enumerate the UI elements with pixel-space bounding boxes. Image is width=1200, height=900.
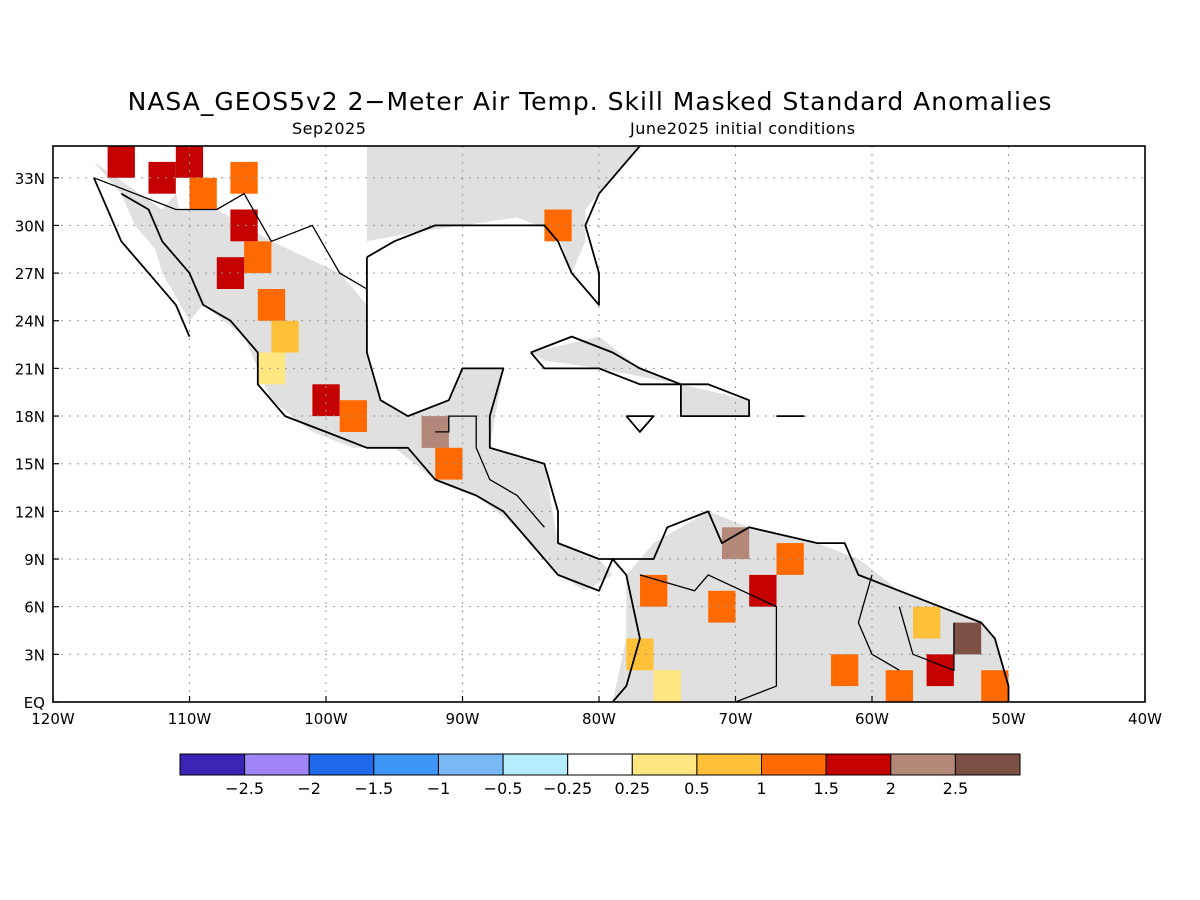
anomaly-cell (953, 622, 982, 655)
anomaly-cell (244, 241, 272, 274)
lon-tick-label: 100W (304, 710, 348, 728)
lat-tick-label: 33N (15, 170, 45, 188)
colorbar-label: 1 (756, 779, 766, 798)
colorbar-label: −2 (297, 779, 321, 798)
anomaly-cell (257, 289, 286, 321)
colorbar-swatch (244, 753, 310, 776)
anomaly-cell (708, 590, 736, 623)
anomaly-cell (926, 654, 954, 687)
country-border (93, 177, 368, 290)
anomaly-cell (640, 574, 668, 607)
coastlines (93, 146, 1010, 702)
lat-tick-label: 27N (15, 265, 45, 283)
country-borders (93, 177, 955, 702)
colorbar-label: −1.5 (354, 779, 393, 798)
anomaly-cell (831, 654, 859, 687)
lon-tick-label: 90W (446, 710, 480, 728)
colorbar-swatch (438, 753, 504, 776)
colorbar-label: 1.5 (813, 779, 838, 798)
lat-tick-label: 24N (15, 313, 45, 331)
colorbar-swatch (631, 753, 698, 776)
anomaly-cell (435, 447, 463, 480)
coastline (365, 257, 1010, 702)
lon-tick-label: 60W (855, 710, 889, 728)
country-border (435, 415, 477, 448)
lat-tick-label: 6N (24, 599, 45, 617)
colorbar-label: 0.25 (614, 779, 650, 798)
colorbar-swatch (696, 753, 763, 776)
anomaly-cell (339, 400, 367, 432)
initial-conditions-label: June2025 initial conditions (629, 119, 856, 138)
colorbar: −2.5 −2 −1.5 −1 −0.5 −0.25 0.25 0.5 1 1.5 2 2.5 (179, 753, 1021, 798)
lat-tick-label: 30N (15, 217, 45, 235)
anomaly-cell (271, 320, 299, 353)
coastline (120, 192, 641, 702)
masked-land-region (530, 336, 681, 385)
colorbar-swatch (179, 753, 246, 776)
masked-land-region (366, 146, 640, 274)
colorbar-label: 2.5 (943, 779, 968, 798)
anomaly-cell (721, 527, 750, 560)
longitude-axis: 120W 110W 100W 90W 80W 70W 60W 50W 40W (31, 696, 1162, 728)
country-border (857, 574, 900, 671)
lon-tick-label: 70W (719, 710, 753, 728)
colorbar-swatch (890, 753, 956, 776)
colorbar-swatch (567, 753, 633, 776)
anomaly-cell (148, 161, 176, 194)
country-border (898, 606, 955, 672)
colorbar-swatch (825, 753, 892, 776)
anomaly-cell (913, 606, 941, 639)
lon-tick-label: 110W (168, 710, 212, 728)
lat-tick-label: 3N (24, 646, 45, 664)
colorbar-label: −0.25 (543, 779, 592, 798)
country-border (639, 574, 778, 702)
lat-tick-label: EQ (24, 694, 45, 712)
colorbar-swatch (308, 753, 375, 776)
coastline (680, 383, 750, 418)
lat-tick-label: 15N (15, 456, 45, 474)
colorbar-swatch (373, 753, 439, 776)
anomaly-cell (981, 670, 1009, 702)
anomaly-cell (189, 177, 217, 210)
colorbar-label: 2 (886, 779, 896, 798)
lat-tick-label: 12N (15, 503, 45, 521)
colorbar-swatch (761, 753, 827, 776)
valid-period-label: Sep2025 (292, 119, 366, 138)
coastline (366, 146, 641, 306)
anomaly-cell (885, 670, 913, 702)
lat-tick-label: 21N (15, 360, 45, 378)
colorbar-label: −1 (427, 779, 451, 798)
lat-tick-label: 18N (15, 408, 45, 426)
colorbar-swatch (502, 753, 569, 776)
anomaly-layer (107, 146, 1009, 702)
lon-tick-label: 120W (31, 710, 75, 728)
lon-tick-label: 80W (582, 710, 616, 728)
coastline (625, 415, 655, 433)
colorbar-label: 0.5 (684, 779, 709, 798)
latitude-axis: EQ 3N 6N 9N 12N 15N 18N 21N 24N 27N 30N 33N (15, 170, 59, 712)
colorbar-swatch (954, 753, 1021, 776)
anomaly-cell (107, 146, 135, 178)
figure-title: NASA_GEOS5v2 2−Meter Air Temp. Skill Mas… (128, 87, 1053, 116)
map-plot-area (53, 146, 1145, 702)
coastline (93, 177, 191, 337)
colorbar-label: −0.5 (484, 779, 523, 798)
masked-land-region (680, 384, 750, 417)
anomaly-cell (175, 146, 204, 178)
anomaly-cell (653, 670, 681, 702)
lon-tick-label: 40W (1128, 710, 1162, 728)
colorbar-label: −2.5 (225, 779, 264, 798)
lon-tick-label: 50W (992, 710, 1026, 728)
country-border (475, 447, 545, 528)
anomaly-cell (749, 574, 777, 607)
lat-tick-label: 9N (24, 551, 45, 569)
